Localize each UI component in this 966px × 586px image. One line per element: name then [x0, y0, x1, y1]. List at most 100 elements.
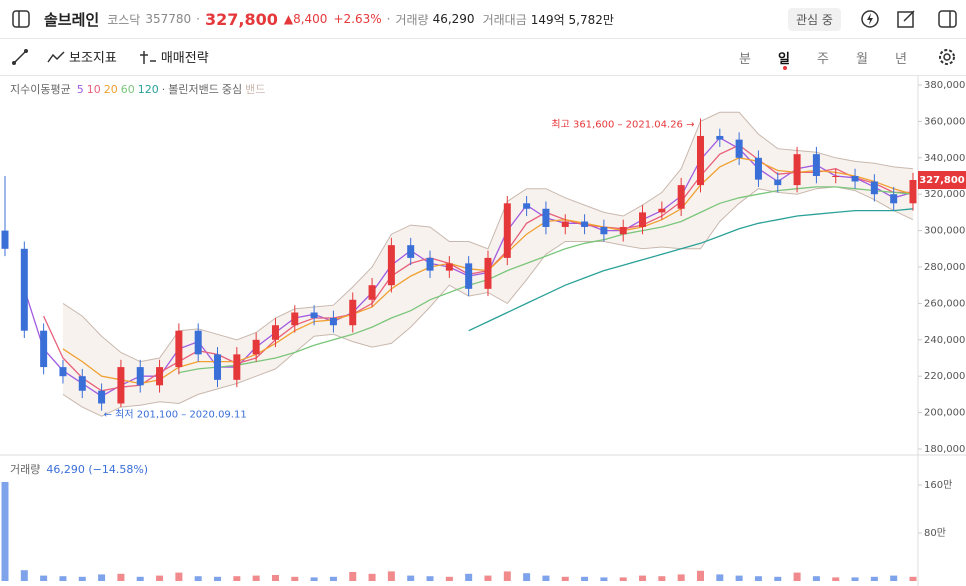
legend-band: 밴드 — [245, 83, 266, 96]
indicator-icon — [47, 50, 65, 62]
strategy-button[interactable]: 매매전략 — [160, 51, 209, 66]
volume-bar — [271, 575, 279, 581]
settings-icon[interactable] — [937, 47, 957, 67]
indicators-button[interactable]: 보조지표 — [69, 51, 117, 66]
period-tab[interactable]: 년 — [895, 52, 907, 67]
candle-body — [329, 317, 337, 326]
last-price-box — [918, 171, 966, 190]
candle-body — [503, 203, 511, 258]
candle-body — [78, 376, 86, 391]
candle-body — [349, 299, 357, 326]
volume: 46,290 — [432, 12, 475, 26]
low-annotation: ← 최저 201,100 – 2020.09.11 — [104, 409, 247, 421]
volume-subtitle: 46,290 (−14.58%) — [46, 463, 149, 476]
volume-bar — [696, 570, 704, 581]
volume-bar — [484, 575, 492, 581]
candle-body — [561, 221, 569, 227]
volume-bar — [175, 572, 183, 581]
volume-bar — [407, 575, 415, 581]
strategy-icon — [139, 50, 156, 64]
price: 327,800 — [204, 9, 278, 29]
volume-bar — [677, 574, 685, 581]
candle-body — [658, 208, 666, 213]
period-tab[interactable]: 주 — [817, 52, 829, 67]
y-tick-label: 180,000 — [924, 444, 965, 455]
candle-body — [581, 221, 589, 227]
amount-label: 거래대금 — [482, 12, 527, 27]
volume-bar — [156, 575, 164, 581]
header: 솔브레인 코스닥 357780 · 327,800 ▲8,400 +2.63% … — [0, 0, 966, 39]
volume-bar — [542, 575, 550, 581]
candle-body — [909, 180, 917, 204]
volume-bar — [754, 576, 762, 581]
volume-bar — [581, 576, 589, 581]
legend-sep: · — [161, 83, 166, 96]
legend-entry: 20 — [103, 83, 118, 96]
candle-body — [175, 330, 183, 368]
candle-body — [156, 367, 164, 386]
candle-body — [542, 208, 550, 227]
candle-body — [426, 257, 434, 271]
volume-bar — [310, 577, 318, 581]
volume-bar — [98, 574, 106, 581]
volume-bar — [78, 576, 86, 581]
flash-icon[interactable] — [860, 9, 880, 29]
legend-entry: 120 — [137, 83, 159, 96]
edit-icon[interactable] — [896, 9, 916, 29]
volume-bar — [465, 573, 473, 581]
legend-entry: 60 — [120, 83, 135, 96]
candle-body — [523, 203, 531, 209]
watch-button[interactable]: 관심 중 — [788, 7, 841, 31]
high-annotation: 최고 361,600 – 2021.04.26 → — [551, 118, 694, 130]
y-tick-label: 220,000 — [924, 371, 965, 382]
y-tick-label: 280,000 — [924, 262, 965, 273]
y-tick-label: 300,000 — [924, 226, 965, 237]
volume-bar — [909, 576, 917, 581]
candle-body — [465, 263, 473, 289]
candle-body — [310, 312, 318, 318]
period-tab[interactable]: 분 — [739, 52, 751, 67]
volume-bar — [40, 575, 48, 581]
candle-body — [484, 257, 492, 289]
volume-legend: 거래량 46,290 (−14.58%) — [10, 461, 148, 477]
candle-body — [812, 154, 820, 177]
draw-icon[interactable] — [11, 48, 29, 66]
ma-line — [43, 144, 913, 392]
stock-name: 솔브레인 — [44, 10, 100, 29]
y-tick-label: 340,000 — [924, 153, 965, 164]
candle-body — [291, 312, 299, 326]
panel-icon[interactable] — [938, 9, 958, 29]
bollinger-upper — [62, 111, 914, 363]
ma-line — [468, 208, 914, 332]
candle-body — [40, 330, 48, 368]
period-tab[interactable]: 월 — [856, 52, 868, 67]
candle-body — [851, 176, 859, 182]
period-tab[interactable]: 일 — [778, 52, 790, 67]
candle-body — [1, 230, 9, 249]
volume-bar — [20, 570, 28, 581]
candle-body — [696, 135, 704, 186]
volume-bar — [136, 576, 144, 581]
volume-bar — [561, 576, 569, 581]
market: 코스닥 — [107, 12, 141, 27]
volume-bar — [890, 575, 898, 581]
volume-bar — [194, 576, 202, 581]
change: ▲8,400 — [283, 12, 328, 26]
y-tick-label: 360,000 — [924, 116, 965, 127]
candle-body — [233, 354, 241, 380]
volume-bar — [832, 577, 840, 581]
candle-body — [716, 135, 724, 140]
volume-bar — [349, 572, 357, 581]
volume-bar — [523, 573, 531, 581]
candle-body — [59, 367, 67, 377]
toolbar: 보조지표 매매전략 분 일 주 월 년 — [0, 38, 966, 76]
change-pct: +2.63% — [333, 12, 382, 26]
volume-label: 거래량 — [395, 12, 429, 27]
volume-bar — [639, 575, 647, 581]
sidebar-icon[interactable] — [12, 10, 30, 28]
y-tick-label: 320,000 — [924, 189, 965, 200]
candle-body — [735, 139, 743, 158]
volume-bar — [870, 576, 878, 581]
candle-body — [639, 212, 647, 227]
